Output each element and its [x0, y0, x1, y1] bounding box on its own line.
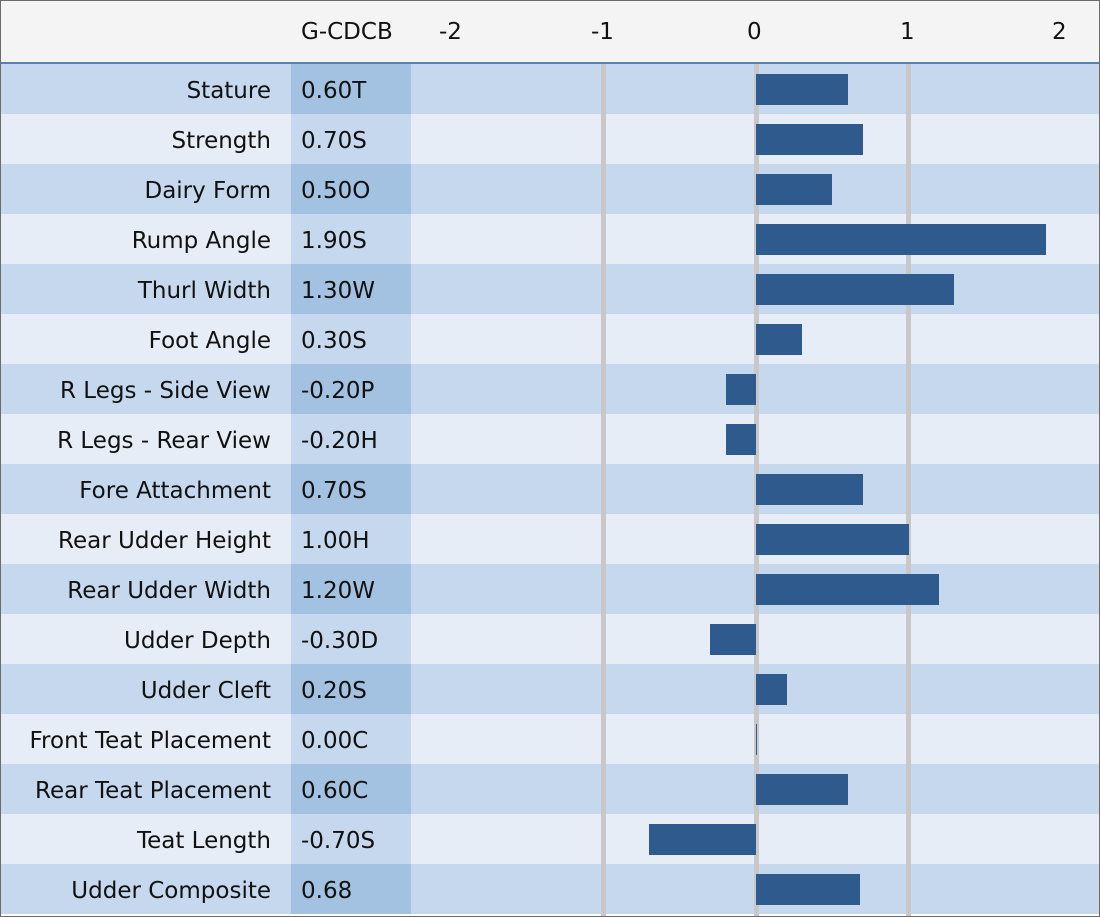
trait-label: Rear Udder Width	[67, 578, 271, 604]
table-row: R Legs - Rear View -0.20H	[1, 414, 1099, 464]
x-tick-label: -1	[591, 19, 614, 45]
trait-label: Front Teat Placement	[29, 728, 272, 754]
table-row: Fore Attachment 0.70S	[1, 464, 1099, 514]
trait-value-label: -0.20H	[301, 428, 378, 454]
trait-value-label: 0.60T	[301, 78, 367, 104]
bar	[725, 424, 756, 455]
code-cell	[291, 64, 411, 114]
chart-header: G-CDCB -2 -1 0 1 2	[1, 1, 1099, 64]
bar	[756, 224, 1046, 255]
code-cell	[291, 514, 411, 564]
bar	[756, 324, 802, 355]
code-cell	[291, 864, 411, 914]
trait-value-label: 0.70S	[301, 128, 367, 154]
x-tick-label: 0	[747, 19, 762, 45]
bar	[756, 174, 833, 205]
trait-label: Strength	[171, 128, 272, 154]
trait-value-label: -0.30D	[301, 628, 379, 654]
code-cell	[291, 464, 411, 514]
bar	[756, 524, 909, 555]
code-cell	[291, 764, 411, 814]
trait-label: Dairy Form	[144, 178, 271, 204]
bar	[649, 824, 756, 855]
gridline	[601, 64, 606, 916]
trait-label: Udder Composite	[71, 878, 271, 904]
code-cell	[291, 114, 411, 164]
code-cell	[291, 414, 411, 464]
x-tick-label: 1	[900, 19, 915, 45]
bar	[756, 74, 848, 105]
trait-value-label: 1.30W	[301, 278, 375, 304]
trait-label: Rump Angle	[131, 228, 271, 254]
table-row: Teat Length -0.70S	[1, 814, 1099, 864]
bar	[756, 874, 860, 905]
trait-value-label: 1.00H	[301, 528, 370, 554]
trait-value-label: 0.50O	[301, 178, 371, 204]
bar	[756, 674, 787, 705]
trait-label: Thurl Width	[137, 278, 271, 304]
table-row: Stature 0.60T	[1, 64, 1099, 114]
code-cell	[291, 364, 411, 414]
table-row: Udder Cleft 0.20S	[1, 664, 1099, 714]
column-header-gcdcb: G-CDCB	[301, 19, 393, 45]
table-row: Dairy Form 0.50O	[1, 164, 1099, 214]
trait-value-label: 0.20S	[301, 678, 367, 704]
table-row: Foot Angle 0.30S	[1, 314, 1099, 364]
trait-label: R Legs - Rear View	[57, 428, 271, 454]
trait-label: Rear Udder Height	[58, 528, 271, 554]
x-tick-label: 2	[1052, 19, 1067, 45]
code-cell	[291, 664, 411, 714]
code-cell	[291, 714, 411, 764]
bar	[756, 124, 863, 155]
code-cell	[291, 814, 411, 864]
bar	[756, 724, 757, 755]
trait-label: Stature	[186, 78, 271, 104]
x-tick-label: -2	[439, 19, 462, 45]
trait-value-label: 0.00C	[301, 728, 369, 754]
table-row: Rear Udder Height 1.00H	[1, 514, 1099, 564]
bar	[756, 274, 955, 305]
bar	[756, 574, 939, 605]
code-cell	[291, 164, 411, 214]
trait-value-label: 0.60C	[301, 778, 369, 804]
code-cell	[291, 564, 411, 614]
code-cell	[291, 614, 411, 664]
trait-value-label: 0.30S	[301, 328, 367, 354]
table-row: Rump Angle 1.90S	[1, 214, 1099, 264]
trait-value-label: -0.20P	[301, 378, 375, 404]
trait-label: Rear Teat Placement	[35, 778, 271, 804]
trait-label: Udder Depth	[123, 628, 271, 654]
table-row: Udder Depth -0.30D	[1, 614, 1099, 664]
code-cell	[291, 214, 411, 264]
trait-label: R Legs - Side View	[60, 378, 271, 404]
trait-label: Udder Cleft	[140, 678, 271, 704]
trait-value-label: 1.20W	[301, 578, 375, 604]
gridline	[906, 64, 911, 916]
trait-value-label: -0.70S	[301, 828, 376, 854]
table-row: Udder Composite 0.68	[1, 864, 1099, 914]
bar	[756, 474, 863, 505]
trait-label: Teat Length	[136, 828, 271, 854]
table-row: Rear Teat Placement 0.60C	[1, 764, 1099, 814]
bar	[756, 774, 848, 805]
trait-value-label: 1.90S	[301, 228, 367, 254]
bar	[710, 624, 756, 655]
trait-value-label: 0.70S	[301, 478, 367, 504]
code-cell	[291, 314, 411, 364]
trait-label: Foot Angle	[148, 328, 271, 354]
trait-label: Fore Attachment	[79, 478, 271, 504]
trait-value-label: 0.68	[301, 878, 353, 904]
table-row: Front Teat Placement 0.00C	[1, 714, 1099, 764]
table-row: Strength 0.70S	[1, 114, 1099, 164]
code-cell	[291, 264, 411, 314]
table-row: R Legs - Side View -0.20P	[1, 364, 1099, 414]
bar	[725, 374, 756, 405]
